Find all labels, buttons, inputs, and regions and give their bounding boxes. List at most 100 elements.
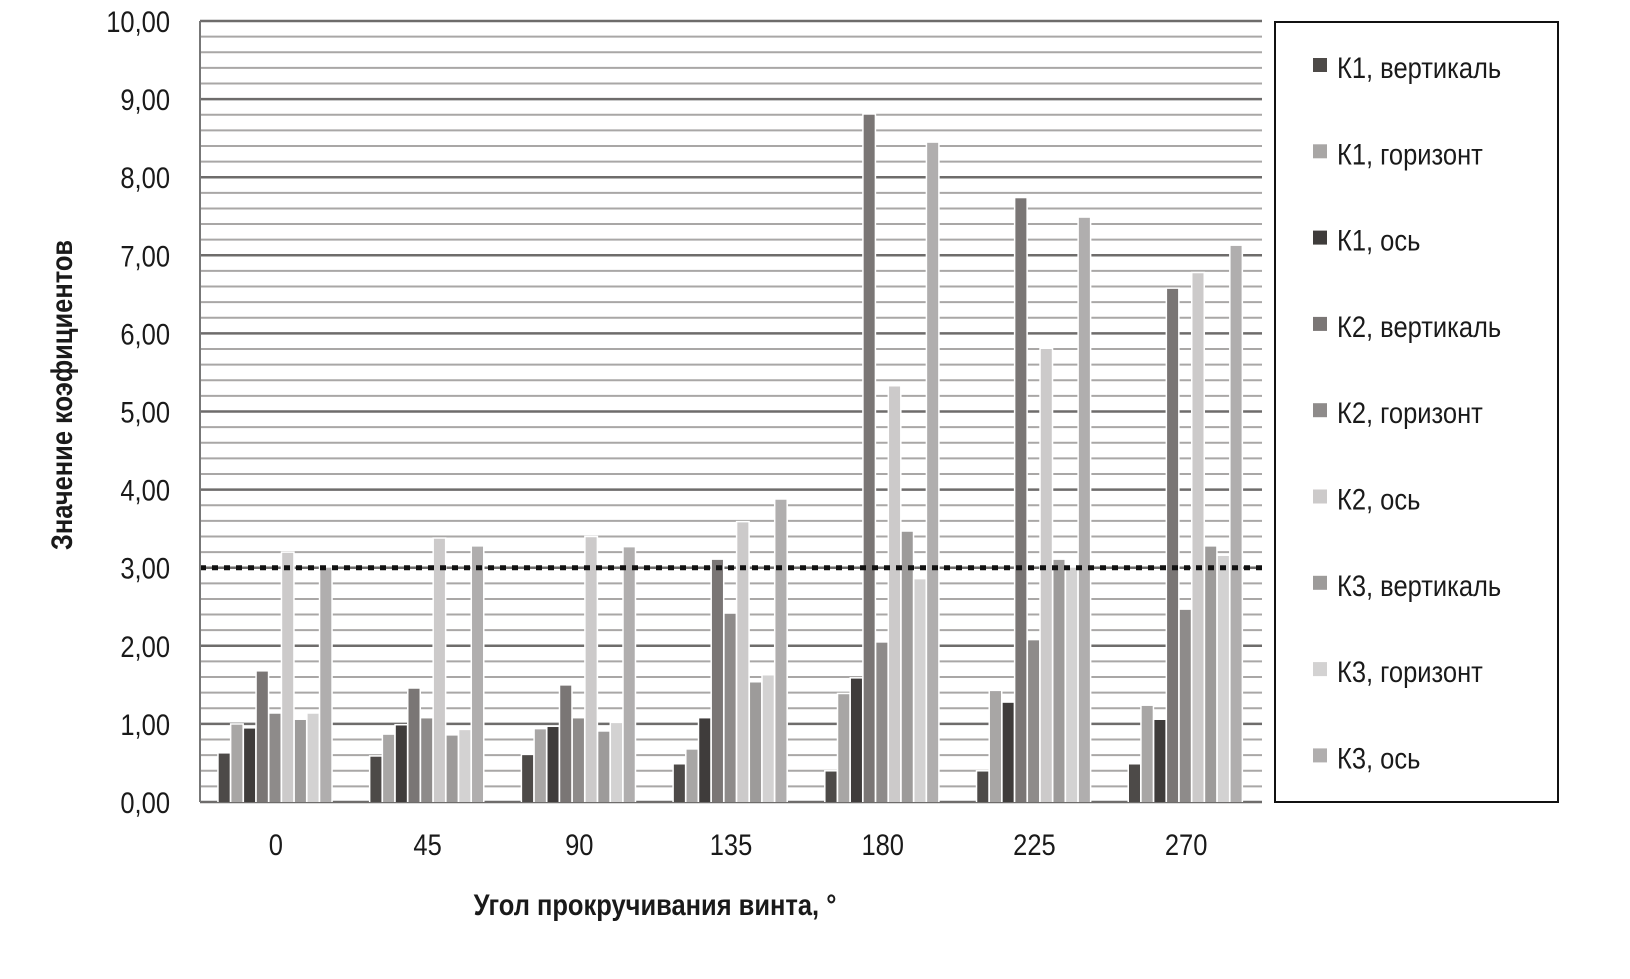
bar xyxy=(1141,705,1153,802)
bar xyxy=(421,718,433,802)
legend-swatch xyxy=(1313,144,1327,159)
bar xyxy=(838,694,850,802)
legend-swatch xyxy=(1313,403,1327,418)
bar xyxy=(673,764,685,802)
x-tick-label: 90 xyxy=(565,828,593,861)
bar xyxy=(977,771,989,802)
y-tick-label: 1,00 xyxy=(120,708,170,741)
y-tick-label: 7,00 xyxy=(120,239,170,272)
y-tick-label: 9,00 xyxy=(120,83,170,116)
legend-swatch xyxy=(1313,575,1327,590)
bar xyxy=(623,547,635,802)
bar xyxy=(876,642,888,802)
y-tick-label: 3,00 xyxy=(120,552,170,585)
bar xyxy=(737,522,749,802)
y-tick-labels: 0,00 1,00 2,00 3,00 4,00 5,00 6,00 7,00 8,00 9,00… xyxy=(106,5,170,819)
bar xyxy=(269,713,281,802)
bar xyxy=(598,731,610,802)
bar xyxy=(534,729,546,802)
bar xyxy=(307,713,319,802)
bar xyxy=(724,613,736,802)
y-tick-label: 0,00 xyxy=(120,786,170,819)
bars xyxy=(217,113,1244,803)
bar xyxy=(850,678,862,802)
x-tick-label: 180 xyxy=(861,828,904,861)
bar xyxy=(244,728,256,802)
bar xyxy=(1205,546,1217,802)
bar xyxy=(433,538,445,802)
bar xyxy=(1179,609,1191,802)
legend-label: К2, ось xyxy=(1337,483,1420,516)
legend: К1, вертикаль К1, горизонт К1, ось К2, верт… xyxy=(1313,51,1501,775)
legend-label: К1, горизонт xyxy=(1337,137,1483,170)
y-tick-label: 8,00 xyxy=(120,161,170,194)
bar xyxy=(775,499,787,802)
bar xyxy=(231,724,243,802)
bar xyxy=(863,114,875,803)
bar xyxy=(1078,217,1090,802)
legend-label: К2, горизонт xyxy=(1337,396,1483,429)
bar xyxy=(1154,719,1166,802)
bar xyxy=(256,671,268,802)
x-tick-label: 270 xyxy=(1165,828,1208,861)
bar xyxy=(1002,702,1014,802)
y-axis-title: Значение коэфициентов xyxy=(45,240,78,550)
x-tick-label: 225 xyxy=(1013,828,1056,861)
y-tick-label: 5,00 xyxy=(120,396,170,429)
bar xyxy=(294,719,306,802)
bar xyxy=(547,727,559,802)
bar xyxy=(459,730,471,802)
bar xyxy=(320,567,332,802)
legend-label: К3, вертикаль xyxy=(1337,569,1501,602)
legend-swatch xyxy=(1313,489,1327,504)
bar xyxy=(472,546,484,802)
legend-label: К1, ось xyxy=(1337,224,1420,257)
bar xyxy=(686,749,698,802)
bar xyxy=(1053,559,1065,802)
y-tick-label: 6,00 xyxy=(120,317,170,350)
bar xyxy=(572,718,584,802)
legend-swatch xyxy=(1313,230,1327,245)
x-tick-label: 0 xyxy=(269,828,283,861)
bar xyxy=(1028,640,1040,802)
bar xyxy=(901,531,913,802)
bar xyxy=(1230,245,1242,803)
y-tick-label: 4,00 xyxy=(120,474,170,507)
bar xyxy=(1128,764,1140,802)
bar xyxy=(750,682,762,802)
bar xyxy=(699,718,711,802)
bar xyxy=(1167,288,1179,802)
x-tick-labels: 0 45 90 135 180 225 270 xyxy=(269,828,1208,861)
bar xyxy=(1066,567,1078,802)
bar xyxy=(927,142,939,802)
bar xyxy=(914,579,926,802)
x-tick-label: 45 xyxy=(413,828,441,861)
bar xyxy=(889,386,901,802)
legend-label: К3, горизонт xyxy=(1337,655,1483,688)
bar xyxy=(1217,555,1229,802)
bar xyxy=(522,755,534,802)
legend-swatch xyxy=(1313,662,1327,677)
legend-swatch xyxy=(1313,748,1327,763)
legend-swatch xyxy=(1313,58,1327,72)
bar xyxy=(611,723,623,802)
x-axis-title: Угол прокручивания винта, ° xyxy=(474,888,837,921)
legend-label: К1, вертикаль xyxy=(1337,51,1501,84)
bar xyxy=(711,559,723,802)
legend-swatch xyxy=(1313,316,1327,331)
legend-label: К2, вертикаль xyxy=(1337,310,1501,343)
bar xyxy=(395,725,407,802)
bar xyxy=(585,537,597,802)
y-tick-label: 10,00 xyxy=(106,5,170,38)
y-tick-label: 2,00 xyxy=(120,630,170,663)
bar xyxy=(408,688,420,802)
bar xyxy=(1015,198,1027,803)
bar xyxy=(383,734,395,802)
bar xyxy=(1040,349,1052,802)
legend-label: К3, ось xyxy=(1337,741,1420,774)
bar xyxy=(282,552,294,802)
bar xyxy=(560,685,572,802)
bar xyxy=(762,675,774,802)
bar xyxy=(446,735,458,802)
